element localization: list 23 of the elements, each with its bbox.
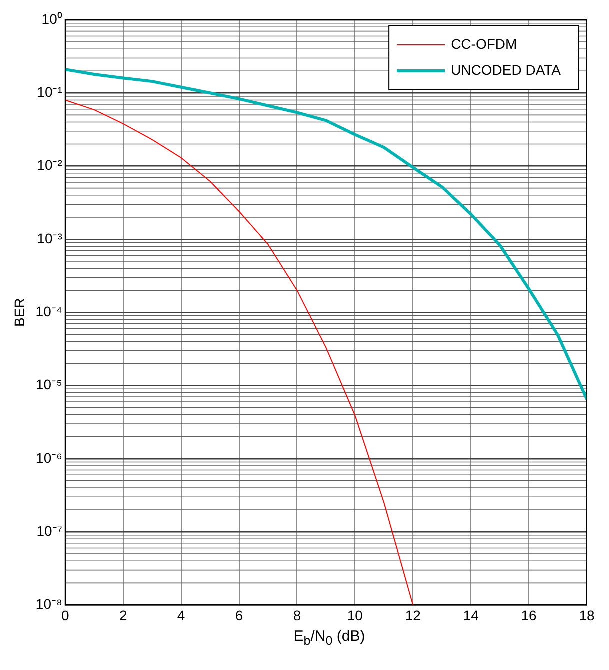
y-tick-label: 10⁰	[42, 10, 62, 27]
y-tick-label: 10⁻⁶	[36, 450, 62, 466]
y-tick-label: 10⁻⁷	[36, 522, 62, 539]
x-tick-label: 6	[235, 607, 244, 624]
x-tick-label: 16	[521, 607, 538, 624]
x-tick-label: 14	[463, 607, 480, 624]
x-tick-label: 12	[405, 607, 422, 624]
y-tick-label: 10⁻⁸	[36, 596, 62, 612]
y-tick-label: 10⁻¹	[37, 84, 63, 100]
legend-label: UNCODED DATA	[451, 62, 562, 78]
x-axis-title: E$_{b}$/N$_{0}$ (dB)	[292, 628, 366, 648]
y-axis-title: BER	[11, 298, 28, 327]
y-tick-label: 10⁻²	[37, 157, 63, 174]
x-tick-label: 0	[61, 607, 70, 624]
x-tick-label: 18	[579, 607, 595, 624]
x-tick-label: 10	[347, 607, 364, 624]
y-tick-label: 10⁻⁴	[36, 303, 62, 320]
x-tick-label: 4	[177, 607, 186, 624]
y-tick-label: 10⁻⁵	[36, 376, 62, 393]
x-tick-label: 8	[293, 607, 302, 624]
x-tick-label: 2	[119, 607, 128, 624]
legend-label: CC-OFDM	[451, 36, 518, 52]
y-tick-label: 10⁻³	[37, 230, 63, 246]
